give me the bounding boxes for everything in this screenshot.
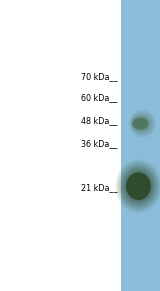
Text: 36 kDa__: 36 kDa__ xyxy=(81,140,118,148)
Ellipse shape xyxy=(126,172,151,200)
Ellipse shape xyxy=(115,159,160,213)
Ellipse shape xyxy=(132,118,148,130)
Ellipse shape xyxy=(129,109,156,138)
Text: 60 kDa__: 60 kDa__ xyxy=(81,93,118,102)
Ellipse shape xyxy=(121,166,156,206)
Ellipse shape xyxy=(126,172,151,200)
Ellipse shape xyxy=(132,116,150,131)
Ellipse shape xyxy=(131,113,153,134)
Text: 21 kDa__: 21 kDa__ xyxy=(81,183,118,192)
Ellipse shape xyxy=(118,162,159,210)
Ellipse shape xyxy=(120,165,157,207)
Ellipse shape xyxy=(125,171,152,202)
Ellipse shape xyxy=(131,114,152,133)
Ellipse shape xyxy=(132,118,148,130)
Ellipse shape xyxy=(122,168,154,204)
Ellipse shape xyxy=(119,164,158,209)
Ellipse shape xyxy=(130,111,155,137)
Ellipse shape xyxy=(124,169,153,203)
Ellipse shape xyxy=(130,112,154,136)
Text: 48 kDa__: 48 kDa__ xyxy=(81,116,118,125)
Ellipse shape xyxy=(116,161,160,212)
Ellipse shape xyxy=(132,115,151,132)
Bar xyxy=(121,0,160,291)
Text: 70 kDa__: 70 kDa__ xyxy=(81,73,118,81)
